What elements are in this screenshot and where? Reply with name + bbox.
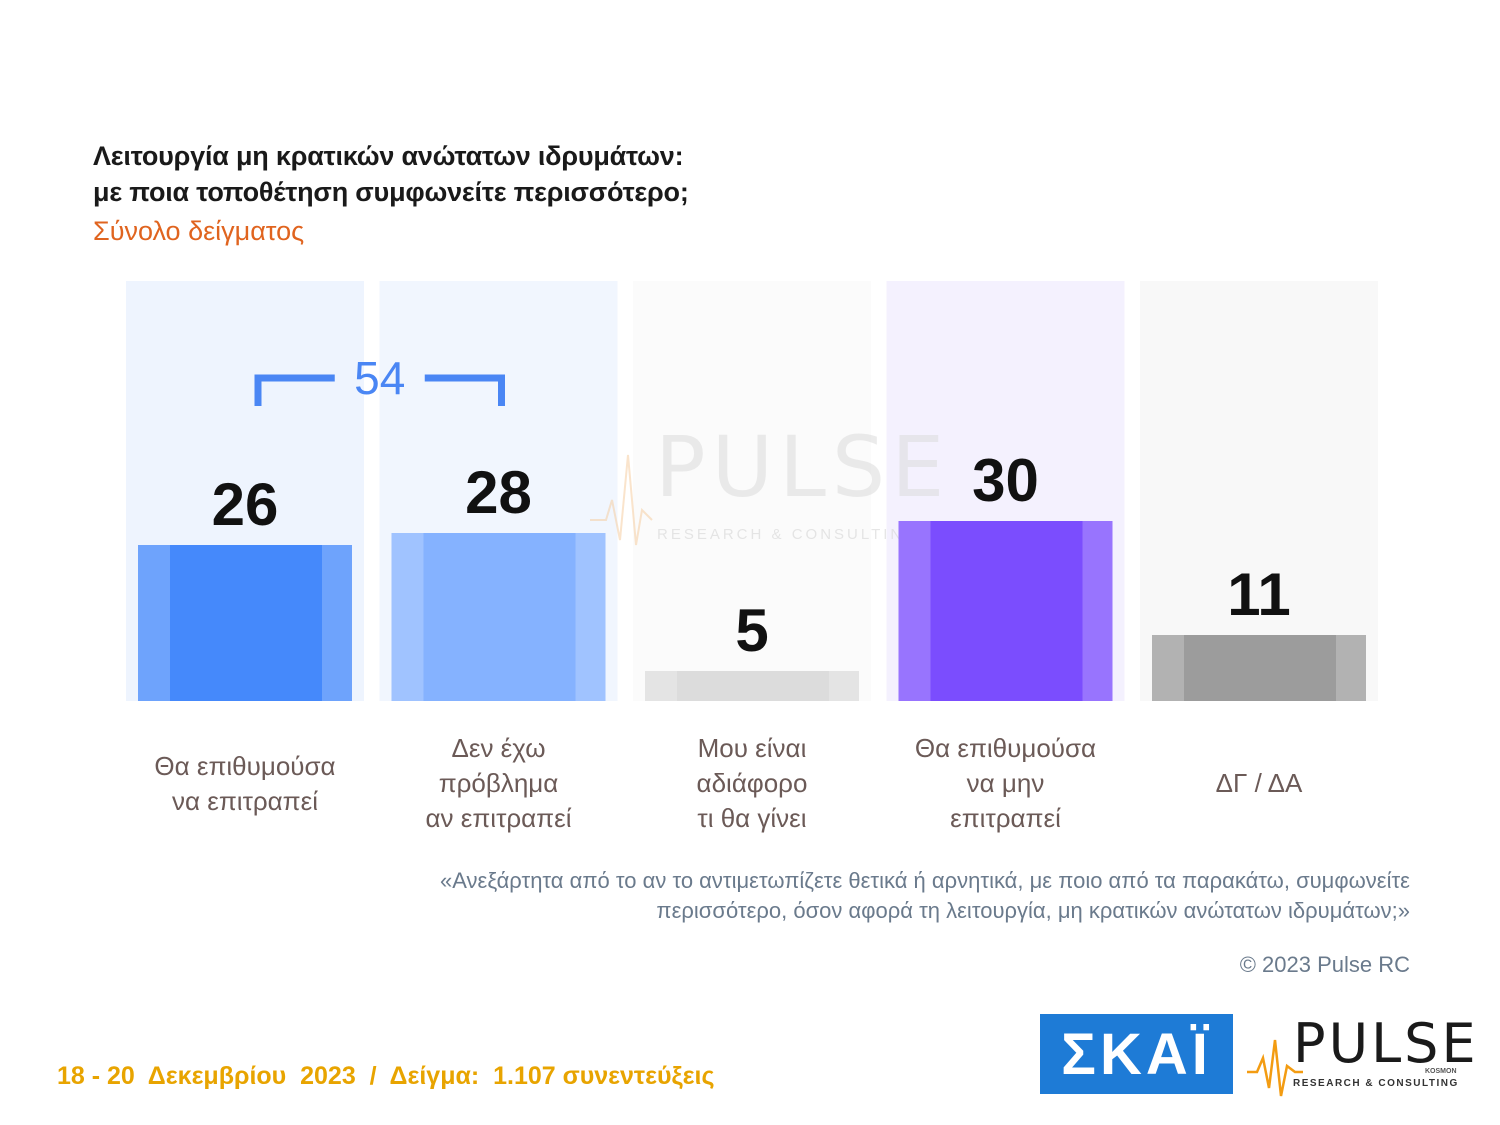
watermark-heartbeat-icon — [590, 454, 653, 546]
category-label-line: Θα επιθυμούσα — [154, 750, 336, 781]
bar-core-4 — [1184, 635, 1336, 701]
category-label-line: αδιάφορο — [696, 768, 808, 798]
bar-panel-4 — [1140, 281, 1378, 701]
category-label-line: επιτραπεί — [950, 803, 1061, 833]
question-note-line-2: περισσότερο, όσον αφορά τη λειτουργία, μ… — [656, 898, 1410, 923]
value-label-3: 30 — [972, 447, 1039, 514]
bar-core-3 — [930, 521, 1083, 701]
bar-chart: PULSE RESEARCH & CONSULTING 26 28 5 30 11 54 — [126, 281, 1378, 701]
bar-core-2 — [677, 671, 829, 701]
chart-title: Λειτουργία μη κρατικών ανώτατων ιδρυμάτω… — [93, 138, 893, 252]
value-label-4: 11 — [1227, 561, 1290, 628]
value-label-2: 5 — [735, 597, 768, 664]
survey-dates-sample: 18 - 20 Δεκεμβρίου 2023 / Δείγμα: 1.107 … — [57, 1062, 715, 1090]
category-label-line: να μην — [966, 768, 1045, 798]
category-label-line: να επιτραπεί — [172, 785, 318, 816]
pulse-heartbeat-icon — [1247, 1039, 1303, 1097]
category-label-line: πρόβλημα — [438, 768, 559, 798]
watermark-word: PULSE — [655, 418, 950, 516]
category-label-0: Θα επιθυμούσα να επιτραπεί — [125, 749, 365, 819]
bar-core-1 — [423, 533, 576, 701]
question-note-line-1: «Ανεξάρτητα από το αν το αντιμετωπίζετε … — [440, 868, 1410, 893]
bracket-total-label: 54 — [354, 352, 405, 404]
bar-core-0 — [170, 545, 322, 701]
skai-logo: ΣΚΑΪ — [1040, 1014, 1233, 1094]
value-label-1: 28 — [465, 459, 532, 526]
category-label-line: αν επιτραπεί — [425, 803, 572, 833]
question-note: «Ανεξάρτητα από το αν το αντιμετωπίζετε … — [260, 866, 1410, 926]
value-label-0: 26 — [212, 471, 279, 538]
chart-subtitle: Σύνολο δείγματος — [93, 216, 305, 246]
category-label-line: Θα επιθυμούσα — [914, 733, 1097, 763]
category-label-1: Δεν έχω πρόβλημα αν επιτραπεί — [379, 731, 619, 836]
category-label-line: Μου είναι — [697, 733, 807, 763]
bracket-left — [254, 374, 335, 406]
title-line-2: με ποια τοποθέτηση συμφωνείτε περισσότερ… — [93, 177, 689, 207]
category-label-line: ΔΓ / ΔΑ — [1215, 768, 1303, 798]
category-label-3: Θα επιθυμούσα να μην επιτραπεί — [886, 731, 1126, 836]
pulse-logo-sub: RESEARCH & CONSULTING — [1293, 1078, 1459, 1089]
category-label-4: ΔΓ / ΔΑ — [1139, 766, 1379, 801]
category-label-line: Δεν έχω — [451, 733, 546, 763]
copyright: © 2023 Pulse RC — [1239, 952, 1410, 977]
category-label-line: τι θα γίνει — [697, 803, 807, 833]
bar-panel-2 — [633, 281, 871, 701]
pulse-logo-kosmon: KOSMON — [1425, 1068, 1457, 1075]
watermark-sub: RESEARCH & CONSULTING — [657, 526, 919, 543]
bracket-right — [424, 374, 505, 406]
title-line-1: Λειτουργία μη κρατικών ανώτατων ιδρυμάτω… — [93, 141, 684, 171]
category-label-2: Μου είναι αδιάφορο τι θα γίνει — [632, 731, 872, 836]
pulse-logo: PULSE KOSMON RESEARCH & CONSULTING — [1245, 1010, 1476, 1100]
pulse-logo-word: PULSE — [1293, 1012, 1479, 1075]
